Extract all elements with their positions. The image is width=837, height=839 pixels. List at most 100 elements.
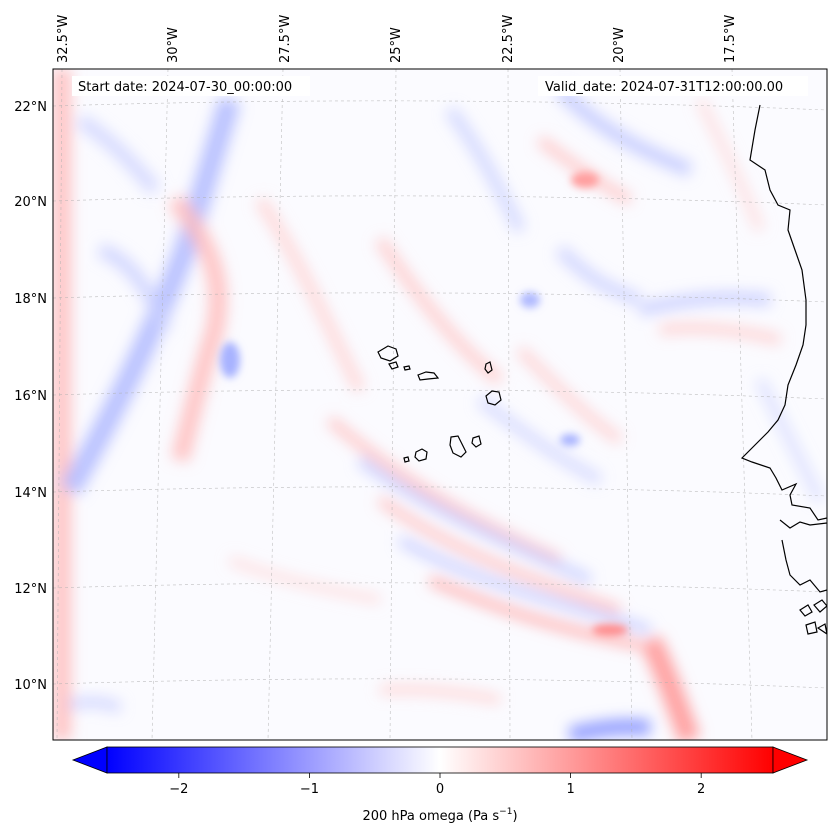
colorbar-tick-label: −1 bbox=[300, 782, 319, 797]
omega-band-negative bbox=[68, 697, 122, 713]
parallel-20n bbox=[53, 195, 827, 206]
parallel-10n bbox=[53, 678, 827, 689]
map-panel: Start date: 2024-07-30_00:00:00 Valid_da… bbox=[14, 15, 828, 741]
africa-coastline bbox=[740, 104, 827, 521]
island-boa-vista bbox=[485, 390, 502, 406]
omega-band-negative bbox=[445, 106, 526, 233]
meridian-30w bbox=[151, 69, 169, 740]
omega-band-positive bbox=[695, 97, 765, 232]
lon-label-25w: 25°W bbox=[389, 27, 404, 63]
valid-date-box: Valid_date: 2024-07-31T12:00:00.00 bbox=[538, 76, 808, 96]
omega-band-negative bbox=[477, 395, 603, 485]
lon-label-27-5w: 27.5°W bbox=[278, 15, 293, 63]
colorbar-title: 200 hPa omega (Pa s−1) bbox=[362, 807, 517, 824]
omega-band-negative bbox=[76, 114, 161, 195]
island-sao-vicente bbox=[388, 361, 399, 370]
parallel-22n bbox=[53, 100, 827, 111]
colorbar-tick-label: 0 bbox=[436, 782, 444, 797]
meridian-22-5w bbox=[507, 69, 511, 740]
meridian-25w bbox=[389, 69, 397, 740]
lat-label-10n: 10°N bbox=[14, 678, 47, 693]
omega-band-negative bbox=[555, 245, 642, 306]
start-date-background bbox=[72, 76, 310, 96]
omega-band-negative bbox=[97, 243, 172, 333]
gambia-coast bbox=[779, 519, 827, 529]
colorbar-extend-max bbox=[772, 746, 809, 774]
omega-band-positive bbox=[255, 196, 366, 393]
omega-cell-negative bbox=[560, 434, 580, 446]
omega-field bbox=[53, 69, 825, 740]
island-santo-antao bbox=[377, 345, 399, 362]
omega-band-negative bbox=[755, 377, 825, 503]
lat-label-12n: 12°N bbox=[14, 582, 47, 597]
omega-band-negative bbox=[357, 455, 593, 585]
omega-band-negative bbox=[638, 292, 771, 316]
colorbar-gradient bbox=[106, 746, 774, 774]
start-date-box: Start date: 2024-07-30_00:00:00 bbox=[72, 76, 310, 96]
lat-label-18n: 18°N bbox=[14, 292, 47, 307]
parallel-14n bbox=[53, 486, 827, 497]
island-sao-nicolau bbox=[417, 371, 440, 381]
lon-label-30w: 30°W bbox=[166, 27, 181, 63]
guinea-bissau-coast bbox=[781, 539, 827, 593]
omega-cell-negative bbox=[520, 292, 540, 308]
parallel-12n bbox=[53, 582, 827, 593]
colorbar-tick-label: 2 bbox=[697, 782, 705, 797]
omega-band-positive bbox=[379, 684, 501, 705]
lat-label-20n: 20°N bbox=[14, 195, 47, 210]
lon-label-17-5w: 17.5°W bbox=[723, 15, 738, 63]
colorbar: −2 −1 0 1 2 200 hPa omega (Pa s−1) bbox=[71, 746, 809, 824]
lon-label-22-5w: 22.5°W bbox=[501, 15, 516, 63]
omega-cell-positive bbox=[571, 172, 599, 188]
colorbar-title-exponent: −1 bbox=[499, 807, 512, 817]
meridian-27-5w bbox=[267, 69, 284, 740]
island-maio bbox=[471, 435, 482, 448]
map-background bbox=[53, 69, 827, 740]
valid-date-background bbox=[538, 76, 808, 96]
lat-label-14n: 14°N bbox=[14, 486, 47, 501]
omega-band-negative bbox=[568, 718, 651, 740]
colorbar-title-close: ) bbox=[512, 809, 517, 824]
valid-date-label: Valid_date: 2024-07-31T12:00:00.00 bbox=[545, 80, 783, 95]
omega-band-positive bbox=[326, 416, 563, 565]
parallel-16n bbox=[53, 389, 827, 400]
island-santiago bbox=[449, 435, 467, 458]
meridian-20w bbox=[619, 69, 633, 740]
lat-label-22n: 22°N bbox=[14, 100, 47, 115]
omega-band-positive bbox=[516, 346, 623, 445]
map-frame bbox=[52, 68, 828, 741]
lat-label-16n: 16°N bbox=[14, 389, 47, 404]
colorbar-tick-label: −2 bbox=[169, 782, 188, 797]
island-fogo bbox=[414, 448, 428, 462]
colorbar-tick-label: 1 bbox=[566, 782, 574, 797]
omega-cell-positive bbox=[592, 624, 628, 636]
latitude-labels: 22°N 20°N 18°N 16°N 14°N 12°N 10°N bbox=[14, 100, 47, 693]
bijagos-islands bbox=[799, 599, 827, 635]
omega-band-positive bbox=[659, 323, 782, 345]
omega-band-positive bbox=[53, 69, 71, 740]
colorbar-extend-min bbox=[71, 746, 108, 774]
omega-band-positive bbox=[428, 575, 641, 650]
island-sal bbox=[484, 361, 493, 374]
parallel-18n bbox=[53, 292, 827, 303]
colorbar-title-main: 200 hPa omega (Pa s bbox=[362, 809, 499, 824]
start-date-label: Start date: 2024-07-30_00:00:00 bbox=[78, 80, 292, 95]
coastlines bbox=[377, 104, 827, 635]
omega-cell-negative bbox=[220, 342, 240, 378]
lon-label-32-5w: 32.5°W bbox=[56, 15, 71, 63]
omega-band-positive bbox=[640, 635, 701, 740]
omega-band-negative bbox=[397, 536, 652, 635]
gridlines bbox=[53, 69, 827, 740]
omega-band-positive bbox=[377, 496, 622, 615]
omega-band-positive bbox=[168, 194, 228, 463]
island-santa-luzia bbox=[403, 365, 411, 371]
meridian-32-5w bbox=[56, 69, 63, 740]
island-brava bbox=[403, 456, 410, 463]
colorbar-ticks: −2 −1 0 1 2 bbox=[169, 773, 705, 797]
omega-band-negative bbox=[60, 96, 241, 496]
omega-band-positive bbox=[228, 555, 381, 605]
lon-label-20w: 20°W bbox=[612, 27, 627, 63]
meridian-17-5w bbox=[731, 69, 753, 740]
longitude-labels: 32.5°W 30°W 27.5°W 25°W 22.5°W 20°W 17.5… bbox=[56, 15, 738, 63]
